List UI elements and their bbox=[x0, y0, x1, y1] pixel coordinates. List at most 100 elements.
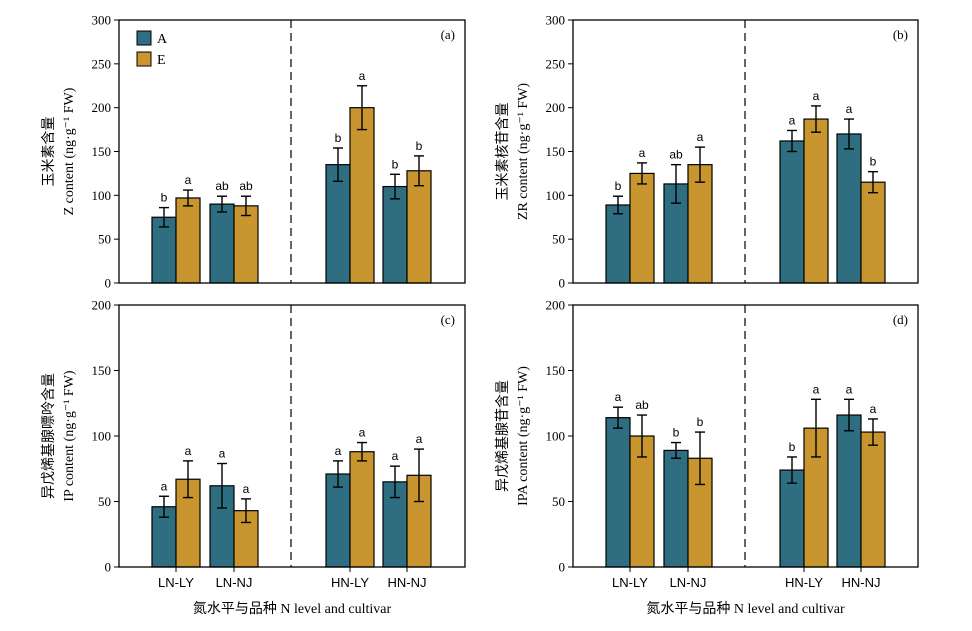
x-tick-label: HN-NJ bbox=[388, 575, 427, 590]
x-axis-label: 氮水平与品种 N level and cultivar bbox=[193, 601, 392, 617]
y-tick-label: 100 bbox=[546, 429, 566, 444]
panel-label: (a) bbox=[441, 27, 455, 42]
x-axis-label: 氮水平与品种 N level and cultivar bbox=[646, 601, 845, 617]
plot-frame bbox=[118, 19, 466, 284]
significance-letter: b bbox=[673, 426, 680, 440]
y-tick-label: 250 bbox=[546, 56, 566, 71]
y-tick-label: 150 bbox=[546, 363, 566, 378]
y-axis-label-cn: 玉米素核苷含量 bbox=[495, 103, 511, 201]
bar-A-HN-NJ bbox=[836, 133, 862, 284]
y-tick-label: 100 bbox=[92, 429, 112, 444]
y-tick-label: 50 bbox=[98, 494, 111, 509]
y-tick-label: 250 bbox=[92, 56, 112, 71]
y-tick-label: 100 bbox=[546, 188, 566, 203]
legend-swatch-A bbox=[136, 30, 152, 46]
bar-E-LN-LY bbox=[175, 197, 201, 284]
significance-letter: ab bbox=[215, 179, 229, 193]
y-tick-label: 200 bbox=[92, 298, 112, 313]
significance-letter: b bbox=[335, 131, 342, 145]
bar-A-LN-NJ bbox=[209, 203, 235, 284]
y-axis-label-en: ZR content (ng·g⁻¹ FW) bbox=[516, 83, 531, 221]
x-tick-label: HN-NJ bbox=[842, 575, 881, 590]
significance-letter: a bbox=[615, 390, 622, 404]
y-tick-label: 50 bbox=[98, 232, 111, 247]
significance-letter: b bbox=[416, 139, 423, 153]
significance-letter: a bbox=[697, 130, 704, 144]
y-axis-label-cn: 异戊烯基腺嘌呤含量 bbox=[40, 373, 57, 499]
significance-letter: a bbox=[846, 102, 853, 116]
y-tick-label: 0 bbox=[559, 560, 566, 575]
bar-E-HN-NJ bbox=[860, 181, 886, 284]
y-axis-label-en: Z content (ng·g⁻¹ FW) bbox=[62, 87, 77, 215]
y-tick-label: 200 bbox=[92, 100, 112, 115]
bar-E-HN-LY bbox=[803, 118, 829, 284]
y-axis-label-cn: 异戊烯基腺苷含量 bbox=[494, 380, 511, 492]
y-tick-label: 0 bbox=[559, 276, 566, 291]
significance-letter: b bbox=[697, 415, 704, 429]
y-tick-label: 0 bbox=[105, 560, 112, 575]
significance-letter: a bbox=[789, 113, 796, 127]
plot-frame bbox=[118, 304, 466, 568]
x-tick-label: HN-LY bbox=[331, 575, 369, 590]
significance-letter: b bbox=[161, 191, 168, 205]
significance-letter: a bbox=[392, 449, 399, 463]
bar-A-HN-NJ bbox=[836, 414, 862, 568]
significance-letter: ab bbox=[669, 148, 683, 162]
y-tick-label: 50 bbox=[552, 232, 565, 247]
x-tick-label: LN-NJ bbox=[670, 575, 707, 590]
y-tick-label: 150 bbox=[546, 144, 566, 159]
x-tick-label: LN-NJ bbox=[216, 575, 253, 590]
significance-letter: a bbox=[359, 426, 366, 440]
y-axis-label-cn: 玉米素含量 bbox=[41, 117, 57, 187]
y-axis-label-en: IPA content (ng·g⁻¹ FW) bbox=[516, 366, 531, 506]
bar-A-LN-LY bbox=[605, 417, 631, 568]
panel-label: (b) bbox=[893, 27, 908, 42]
y-tick-label: 300 bbox=[546, 13, 566, 28]
y-tick-label: 200 bbox=[546, 298, 566, 313]
significance-letter: a bbox=[813, 89, 820, 103]
significance-letter: a bbox=[243, 482, 250, 496]
significance-letter: a bbox=[813, 382, 820, 396]
significance-letter: ab bbox=[239, 179, 253, 193]
bar-E-LN-LY bbox=[629, 172, 655, 284]
y-tick-label: 150 bbox=[92, 144, 112, 159]
significance-letter: a bbox=[639, 146, 646, 160]
legend-label-A: A bbox=[157, 32, 168, 47]
bar-A-HN-LY bbox=[779, 140, 805, 284]
bar-A-HN-LY bbox=[325, 473, 351, 568]
significance-letter: b bbox=[789, 440, 796, 454]
y-tick-label: 200 bbox=[546, 100, 566, 115]
significance-letter: a bbox=[219, 447, 226, 461]
legend-swatch-E bbox=[136, 51, 152, 67]
significance-letter: a bbox=[416, 432, 423, 446]
significance-letter: a bbox=[161, 479, 168, 493]
y-tick-label: 150 bbox=[92, 363, 112, 378]
y-tick-label: 300 bbox=[92, 13, 112, 28]
bar-E-HN-LY bbox=[349, 451, 375, 568]
bar-A-LN-NJ bbox=[663, 449, 689, 568]
bar-A-HN-LY bbox=[779, 469, 805, 568]
significance-letter: a bbox=[846, 382, 853, 396]
significance-letter: ab bbox=[635, 398, 649, 412]
significance-letter: a bbox=[185, 444, 192, 458]
y-tick-label: 50 bbox=[552, 494, 565, 509]
bar-E-HN-NJ bbox=[406, 170, 432, 284]
significance-letter: b bbox=[870, 155, 877, 169]
x-tick-label: HN-LY bbox=[785, 575, 823, 590]
panel-label: (c) bbox=[441, 312, 455, 327]
bar-E-HN-LY bbox=[349, 107, 375, 284]
bar-A-HN-NJ bbox=[382, 185, 408, 284]
plot-frame bbox=[572, 304, 919, 568]
bar-A-LN-LY bbox=[605, 204, 631, 284]
plot-frame bbox=[572, 19, 919, 284]
bar-E-LN-NJ bbox=[233, 205, 259, 284]
panel-c: 0 50 100 150 200 a a a a a a a a (c) LN-LY LN-NJ HN-LY HN… bbox=[40, 298, 466, 617]
y-axis-label-en: IP content (ng·g⁻¹ FW) bbox=[62, 370, 77, 502]
significance-letter: a bbox=[185, 173, 192, 187]
significance-letter: b bbox=[392, 157, 399, 171]
bar-E-HN-NJ bbox=[860, 431, 886, 568]
bar-A-HN-LY bbox=[325, 164, 351, 284]
